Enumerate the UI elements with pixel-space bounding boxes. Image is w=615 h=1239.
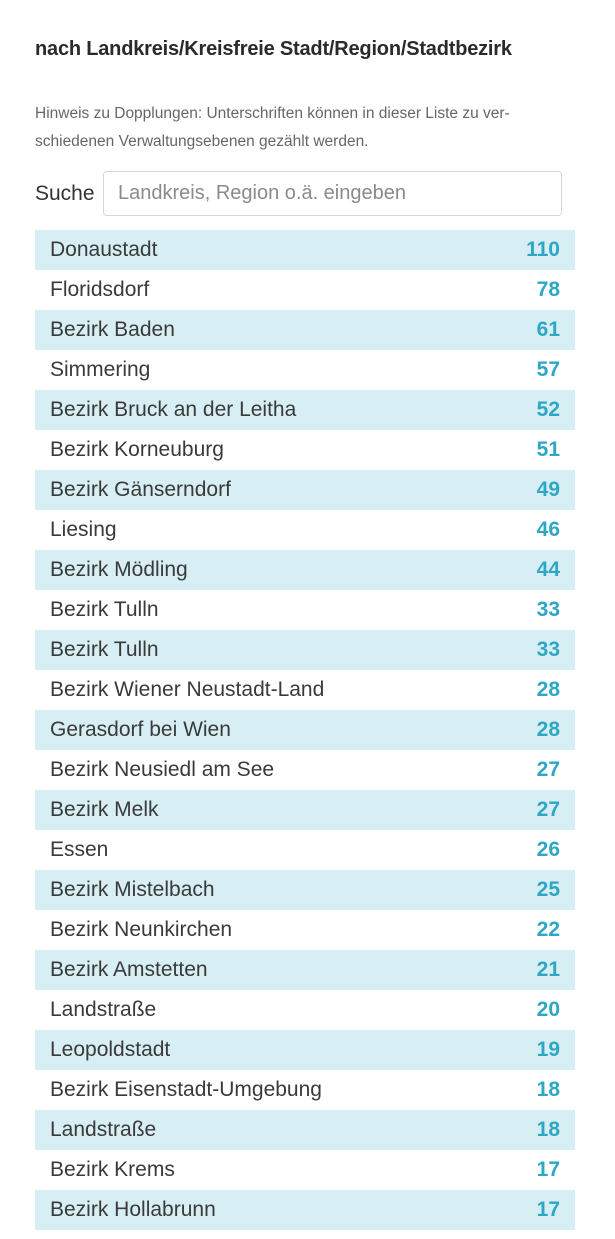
search-label: Suche <box>35 181 95 205</box>
region-row[interactable]: Gerasdorf bei Wien 28 <box>35 710 575 750</box>
region-row[interactable]: Bezirk Eisenstadt-Umgebung 18 <box>35 1070 575 1110</box>
signature-count: 22 <box>536 918 560 941</box>
region-row[interactable]: Bezirk Mistelbach 25 <box>35 870 575 910</box>
region-name: Liesing <box>50 518 117 541</box>
signature-count: 110 <box>526 238 560 261</box>
region-row[interactable]: Simmering 57 <box>35 350 575 390</box>
duplicates-note: Hinweis zu Dopplungen: Unterschriften kö… <box>35 100 580 156</box>
region-name: Bezirk Hollabrunn <box>50 1198 216 1221</box>
region-name: Landstraße <box>50 1118 157 1141</box>
duplicates-note-line-1: Hinweis zu Dopplungen: Unterschriften kö… <box>35 105 510 122</box>
region-row[interactable]: Bezirk Amstetten 21 <box>35 950 575 990</box>
region-name: Simmering <box>50 358 151 381</box>
signature-count: 18 <box>536 1078 560 1101</box>
signature-count: 46 <box>536 518 560 541</box>
search-row: Suche <box>35 171 562 216</box>
region-name: Bezirk Wiener Neustadt-Land <box>50 678 325 701</box>
signature-count: 33 <box>536 598 560 621</box>
region-name: Essen <box>50 838 109 861</box>
region-row[interactable]: Bezirk Melk 27 <box>35 790 575 830</box>
signature-count: 44 <box>536 558 560 581</box>
region-row[interactable]: Floridsdorf 78 <box>35 270 575 310</box>
region-row[interactable]: Bezirk Neusiedl am See 27 <box>35 750 575 790</box>
signature-count: 78 <box>536 278 560 301</box>
region-row[interactable]: Bezirk Gänserndorf 49 <box>35 470 575 510</box>
signature-count: 17 <box>536 1158 560 1181</box>
signature-count: 52 <box>536 398 560 421</box>
section-title: nach Landkreis/Kreisfreie Stadt/Region/S… <box>35 38 512 60</box>
region-row[interactable]: Bezirk Krems 17 <box>35 1150 575 1190</box>
region-name: Bezirk Mödling <box>50 558 188 581</box>
region-name: Bezirk Tulln <box>50 638 159 661</box>
signature-count: 18 <box>536 1118 560 1141</box>
signature-count: 27 <box>536 758 560 781</box>
region-name: Gerasdorf bei Wien <box>50 718 231 741</box>
duplicates-note-line-2: schiedenen Verwaltungsebenen gezählt wer… <box>35 133 369 150</box>
signature-count: 17 <box>536 1198 560 1221</box>
signature-count: 28 <box>536 678 560 701</box>
region-name: Bezirk Korneuburg <box>50 438 224 461</box>
signature-count: 51 <box>536 438 560 461</box>
region-row[interactable]: Landstraße 20 <box>35 990 575 1030</box>
region-name: Bezirk Eisenstadt-Umgebung <box>50 1078 322 1101</box>
region-row[interactable]: Bezirk Bruck an der Leitha 52 <box>35 390 575 430</box>
region-list: Donaustadt 110 Floridsdorf 78 Bezirk Baden 61… <box>35 230 575 1230</box>
signature-count: 28 <box>536 718 560 741</box>
region-row[interactable]: Bezirk Mödling 44 <box>35 550 575 590</box>
region-row[interactable]: Bezirk Korneuburg 51 <box>35 430 575 470</box>
region-name: Bezirk Mistelbach <box>50 878 215 901</box>
region-name: Bezirk Amstetten <box>50 958 208 981</box>
region-row[interactable]: Leopoldstadt 19 <box>35 1030 575 1070</box>
region-name: Bezirk Neusiedl am See <box>50 758 275 781</box>
signature-count: 49 <box>536 478 560 501</box>
region-name: Bezirk Krems <box>50 1158 175 1181</box>
region-name: Bezirk Melk <box>50 798 159 821</box>
signature-count: 27 <box>536 798 560 821</box>
region-name: Donaustadt <box>50 238 158 261</box>
region-name: Bezirk Gänserndorf <box>50 478 231 501</box>
signature-count: 20 <box>536 998 560 1021</box>
region-name: Bezirk Tulln <box>50 598 159 621</box>
signature-count: 57 <box>536 358 560 381</box>
region-name: Floridsdorf <box>50 278 150 301</box>
region-name: Bezirk Baden <box>50 318 175 341</box>
region-row[interactable]: Donaustadt 110 <box>35 230 575 270</box>
region-name: Bezirk Bruck an der Leitha <box>50 398 297 421</box>
region-row[interactable]: Bezirk Tulln 33 <box>35 590 575 630</box>
region-row[interactable]: Liesing 46 <box>35 510 575 550</box>
signature-count: 26 <box>536 838 560 861</box>
region-row[interactable]: Landstraße 18 <box>35 1110 575 1150</box>
region-name: Landstraße <box>50 998 157 1021</box>
region-row[interactable]: Bezirk Hollabrunn 17 <box>35 1190 575 1230</box>
signature-count: 25 <box>536 878 560 901</box>
region-name: Leopoldstadt <box>50 1038 171 1061</box>
region-row[interactable]: Essen 26 <box>35 830 575 870</box>
signature-count: 33 <box>536 638 560 661</box>
signature-count: 21 <box>536 958 560 981</box>
signature-count: 61 <box>536 318 560 341</box>
region-row[interactable]: Bezirk Baden 61 <box>35 310 575 350</box>
region-row[interactable]: Bezirk Tulln 33 <box>35 630 575 670</box>
region-name: Bezirk Neunkirchen <box>50 918 233 941</box>
region-row[interactable]: Bezirk Neunkirchen 22 <box>35 910 575 950</box>
region-row[interactable]: Bezirk Wiener Neustadt-Land 28 <box>35 670 575 710</box>
search-input[interactable] <box>103 171 562 216</box>
signature-count: 19 <box>536 1038 560 1061</box>
